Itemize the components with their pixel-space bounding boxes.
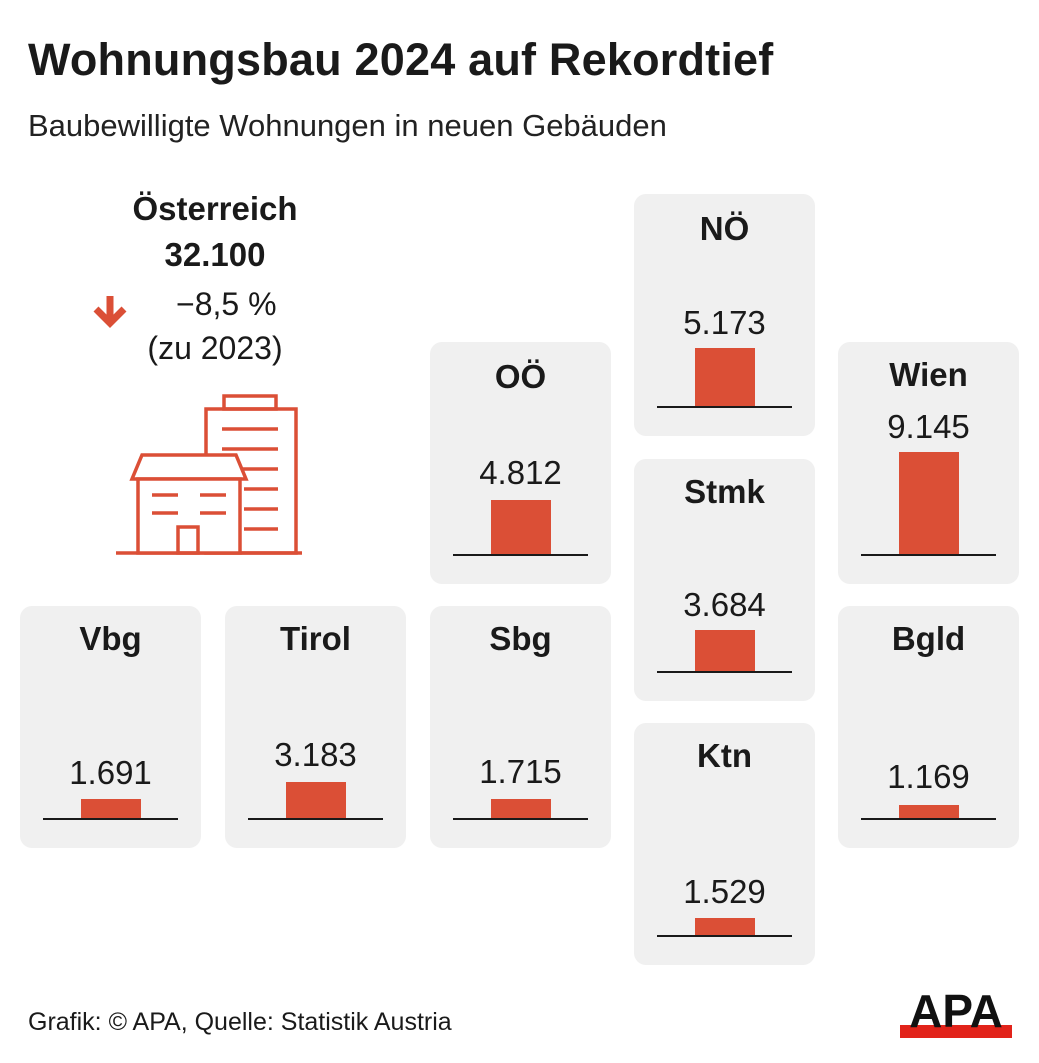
region-name: Vbg: [79, 620, 142, 657]
arrow-down-icon: [93, 296, 127, 328]
region-card-wien: Wien 9.145: [838, 342, 1019, 584]
baseline: [657, 671, 792, 673]
bar-wien: [899, 452, 959, 554]
baseline: [657, 935, 792, 937]
bar-sbg: [491, 799, 551, 818]
apa-logo: APA: [900, 990, 1012, 1038]
region-card-vbg: Vbg 1.691: [20, 606, 201, 848]
bar-bgld: [899, 805, 959, 818]
baseline: [861, 554, 996, 556]
region-card-bgld: Bgld 1.169: [838, 606, 1019, 848]
value-label: 3.183: [274, 736, 357, 773]
value-label: 9.145: [887, 408, 970, 445]
baseline: [453, 554, 588, 556]
region-name: Sbg: [489, 620, 552, 657]
value-label: 4.812: [479, 454, 562, 491]
baseline: [43, 818, 178, 820]
bar-tirol: [286, 782, 346, 818]
chart-subtitle: Baubewilligte Wohnungen in neuen Gebäude…: [28, 108, 667, 143]
austria-change: −8,5 %: [176, 286, 277, 322]
region-card-ktn: Ktn 1.529: [634, 723, 815, 965]
bar-ooe: [491, 500, 551, 554]
baseline: [453, 818, 588, 820]
region-card-sbg: Sbg 1.715: [430, 606, 611, 848]
source-credit: Grafik: © APA, Quelle: Statistik Austria: [28, 1008, 452, 1036]
value-label: 1.169: [887, 758, 970, 795]
region-name: OÖ: [494, 358, 547, 395]
region-card-noe: NÖ 5.173: [634, 194, 815, 436]
region-name: Stmk: [684, 473, 765, 510]
austria-name: Österreich: [132, 190, 298, 227]
bar-noe: [695, 348, 755, 406]
region-name: Tirol: [280, 620, 351, 657]
austria-reference-year: (zu 2023): [147, 330, 283, 366]
austria-total: 32.100: [164, 236, 266, 273]
region-card-ooe: OÖ 4.812: [430, 342, 611, 584]
value-label: 1.691: [69, 754, 152, 791]
baseline: [861, 818, 996, 820]
value-label: 5.173: [683, 304, 766, 341]
bar-stmk: [695, 630, 755, 671]
region-name: NÖ: [699, 210, 750, 247]
region-card-stmk: Stmk 3.684: [634, 459, 815, 701]
baseline: [657, 406, 792, 408]
region-name: Ktn: [697, 737, 752, 774]
region-name: Wien: [889, 356, 968, 393]
value-label: 1.715: [479, 753, 562, 790]
baseline: [248, 818, 383, 820]
region-card-tirol: Tirol 3.183: [225, 606, 406, 848]
apa-logo-text: APA: [909, 990, 1003, 1037]
bar-ktn: [695, 918, 755, 935]
building-icon: [116, 394, 302, 555]
chart-title: Wohnungsbau 2024 auf Rekordtief: [28, 34, 774, 85]
region-name: Bgld: [891, 620, 966, 657]
value-label: 1.529: [683, 873, 766, 910]
bar-vbg: [81, 799, 141, 818]
value-label: 3.684: [683, 586, 766, 623]
